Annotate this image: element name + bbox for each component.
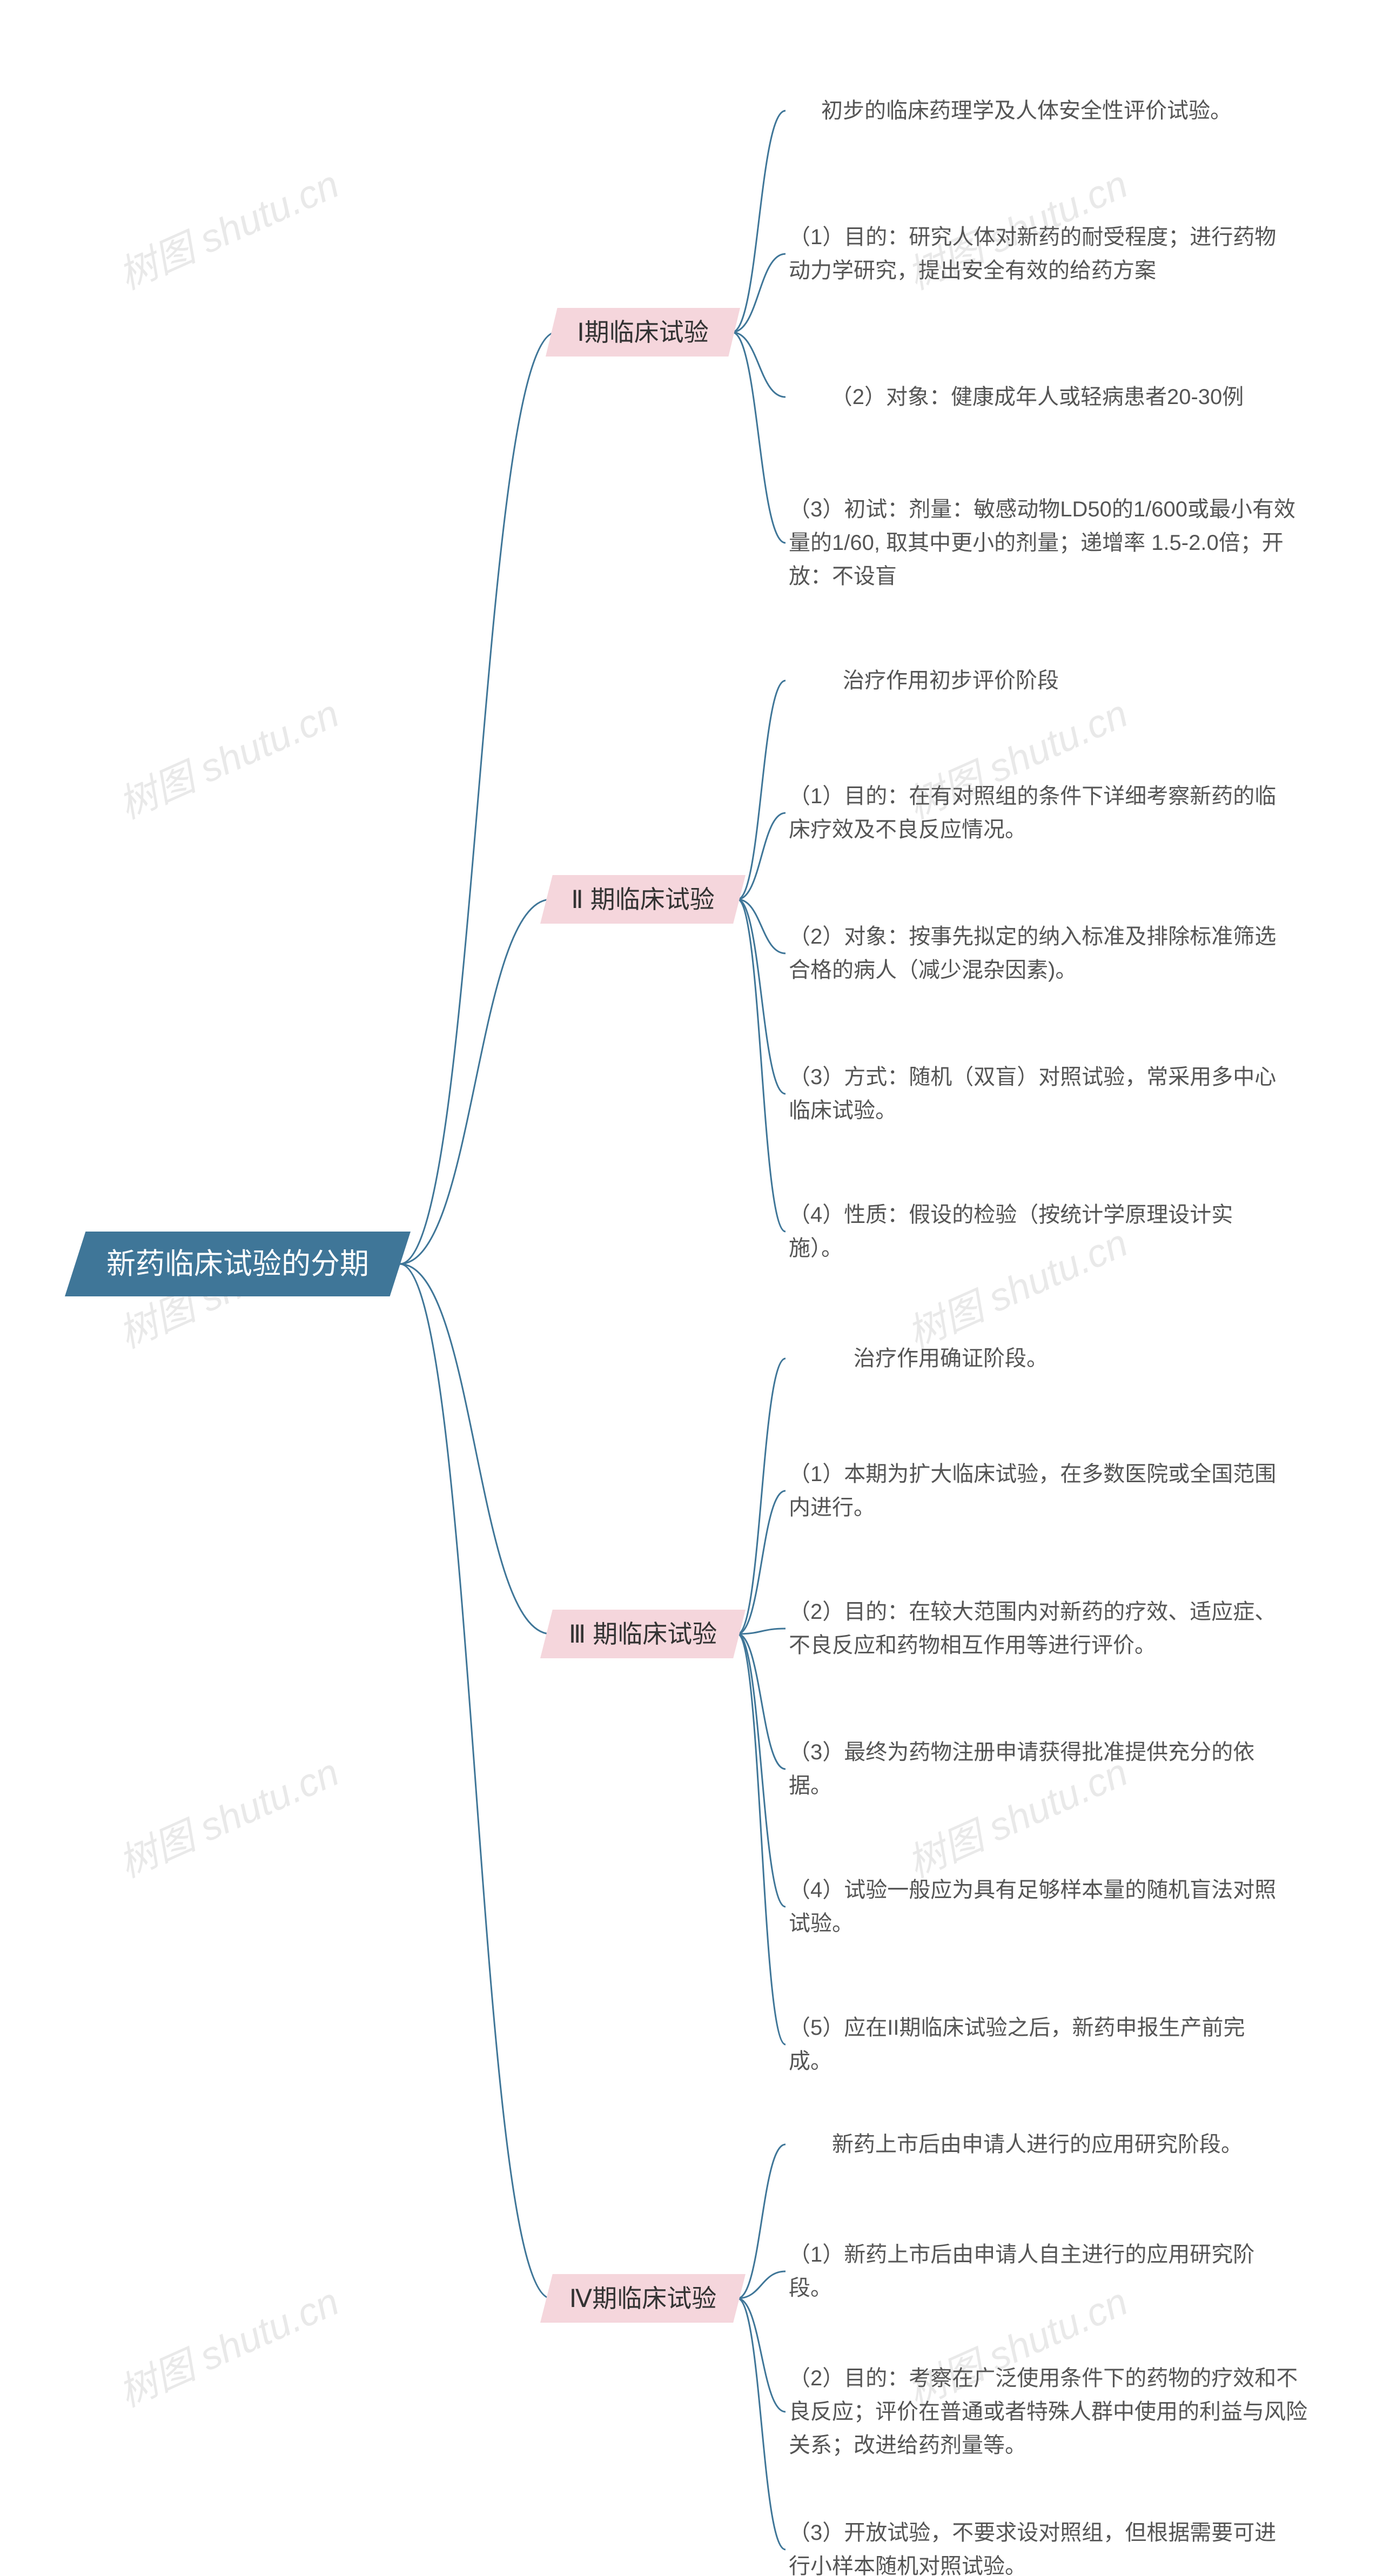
root-node: 新药临床试验的分期 bbox=[65, 1232, 411, 1296]
leaf-node: （1）新药上市后由申请人自主进行的应用研究阶段。 bbox=[789, 2236, 1286, 2306]
watermark: 树图 shutu.cn bbox=[108, 1741, 346, 1888]
leaf-node: 治疗作用确证阶段。 bbox=[789, 1340, 1113, 1377]
leaf-node: （3）开放试验，不要求设对照组，但根据需要可进行小样本随机对照试验。 bbox=[789, 2514, 1286, 2576]
leaf-node: （2）对象：按事先拟定的纳入标准及排除标准筛选合格的病人（减少混杂因素)。 bbox=[789, 918, 1286, 988]
phase-node: Ⅰ期临床试验 bbox=[546, 308, 740, 357]
phase-node: Ⅳ期临床试验 bbox=[540, 2274, 746, 2323]
leaf-node: 初步的临床药理学及人体安全性评价试验。 bbox=[789, 92, 1264, 130]
leaf-node: （2）目的：在较大范围内对新药的疗效、适应症、不良反应和药物相互作用等进行评价。 bbox=[789, 1593, 1286, 1664]
leaf-node: （1）目的：在有对照组的条件下详细考察新药的临床疗效及不良反应情况。 bbox=[789, 778, 1286, 848]
watermark: 树图 shutu.cn bbox=[108, 153, 346, 300]
leaf-node: （3）最终为药物注册申请获得批准提供充分的依据。 bbox=[789, 1734, 1286, 1804]
leaf-node: （1）本期为扩大临床试验，在多数医院或全国范围内进行。 bbox=[789, 1456, 1286, 1526]
leaf-node: （1）目的：研究人体对新药的耐受程度；进行药物动力学研究，提出安全有效的给药方案 bbox=[789, 219, 1286, 289]
leaf-node: （4）性质：假设的检验（按统计学原理设计实施）。 bbox=[789, 1196, 1286, 1267]
watermark: 树图 shutu.cn bbox=[108, 2270, 346, 2418]
leaf-node: （5）应在II期临床试验之后，新药申报生产前完成。 bbox=[789, 2009, 1286, 2080]
leaf-node: 治疗作用初步评价阶段 bbox=[789, 662, 1113, 700]
leaf-node: 新药上市后由申请人进行的应用研究阶段。 bbox=[789, 2126, 1286, 2163]
leaf-node: （4）试验一般应为具有足够样本量的随机盲法对照试验。 bbox=[789, 1872, 1286, 1942]
leaf-node: （2）目的：考察在广泛使用条件下的药物的疗效和不良反应；评价在普通或者特殊人群中… bbox=[789, 2360, 1307, 2463]
leaf-node: （3）初试：剂量：敏感动物LD50的1/600或最小有效量的1/60, 取其中更… bbox=[789, 492, 1307, 594]
phase-node: Ⅲ 期临床试验 bbox=[540, 1610, 746, 1658]
leaf-node: （3）方式：随机（双盲）对照试验，常采用多中心临床试验。 bbox=[789, 1059, 1286, 1129]
phase-node: Ⅱ 期临床试验 bbox=[540, 875, 746, 924]
leaf-node: （2）对象：健康成年人或轻病患者20-30例 bbox=[789, 378, 1286, 416]
watermark: 树图 shutu.cn bbox=[108, 682, 346, 830]
